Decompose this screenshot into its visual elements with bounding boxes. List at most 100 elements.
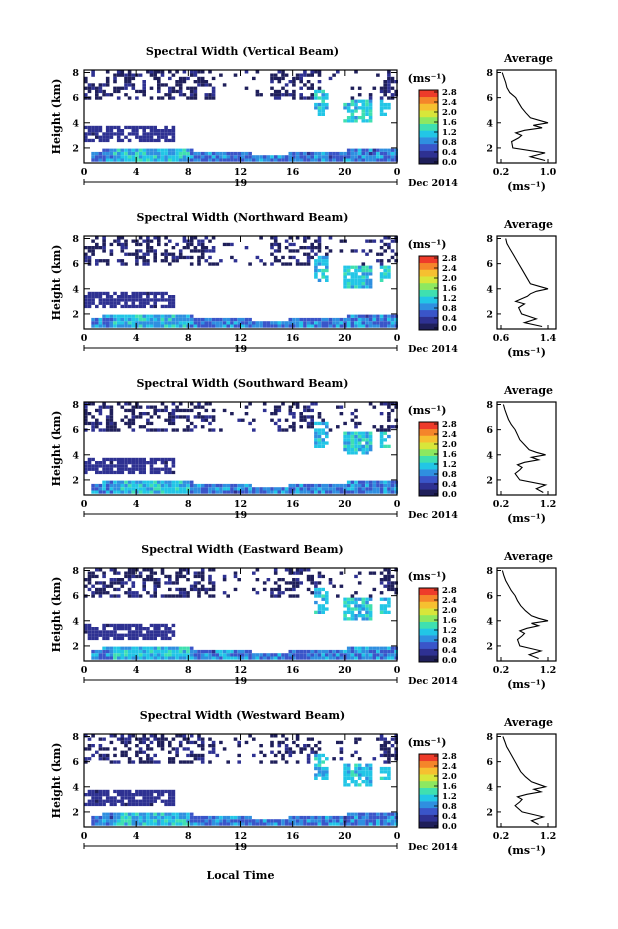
heatmap-cell — [138, 249, 143, 253]
heatmap-cell — [102, 584, 106, 588]
heatmap-cell — [321, 656, 325, 660]
x-tick-label: 20 — [338, 333, 352, 344]
colorbar-tick-label: 2.4 — [442, 762, 457, 772]
heatmap-cell — [142, 239, 146, 243]
heatmap-cell — [237, 753, 241, 758]
heatmap-cell — [197, 412, 201, 416]
heatmap-cell — [317, 653, 322, 657]
heatmap-cell — [105, 125, 110, 130]
heatmap-cell — [138, 317, 143, 322]
heatmap-cell — [383, 86, 387, 90]
heatmap-cell — [131, 412, 136, 416]
heatmap-cell — [168, 796, 172, 800]
heatmap-cell — [325, 819, 329, 823]
heatmap-cell — [98, 464, 103, 468]
heatmap-cell — [357, 99, 362, 103]
heatmap-cell — [233, 155, 238, 159]
heatmap-cell — [87, 793, 92, 797]
heatmap-cell — [186, 819, 190, 823]
heatmap-cell — [343, 815, 347, 820]
colorbar-segment — [419, 455, 438, 463]
heatmap-cell — [357, 86, 362, 90]
heatmap-cell — [277, 584, 282, 588]
heatmap-cell — [354, 278, 358, 282]
colorbar-segment — [419, 157, 438, 165]
colorbar-unit: (ms⁻¹) — [408, 238, 447, 251]
heatmap-cell — [168, 470, 172, 475]
heatmap-cell — [281, 753, 285, 758]
heatmap-cell — [200, 83, 205, 87]
heatmap-cell — [325, 102, 329, 107]
heatmap-cell — [200, 578, 205, 582]
heatmap-cell — [390, 584, 395, 588]
heatmap-cell — [98, 125, 103, 130]
heatmap-cell — [288, 236, 293, 240]
heatmap-cell — [146, 633, 150, 637]
heatmap-cell — [310, 653, 314, 657]
heatmap-cell — [211, 740, 216, 745]
heatmap-cell — [149, 802, 154, 807]
heatmap-cell — [91, 86, 95, 90]
heatmap-cell — [321, 653, 325, 657]
heatmap-cell — [135, 646, 139, 650]
heatmap-cell — [372, 317, 377, 322]
heatmap-cell — [164, 158, 168, 162]
heatmap-cell — [336, 819, 340, 823]
heatmap-cell — [368, 783, 373, 787]
heatmap-cell — [346, 148, 351, 152]
heatmap-cell — [314, 438, 318, 442]
heatmap-cell — [372, 822, 377, 826]
heatmap-cell — [200, 246, 205, 250]
heatmap-cell — [146, 757, 150, 761]
heatmap-cell — [146, 487, 150, 491]
heatmap-cell — [175, 649, 179, 654]
heatmap-cell — [95, 259, 99, 263]
heatmap-cell — [157, 317, 161, 322]
heatmap-cell — [168, 321, 172, 325]
heatmap-cell — [361, 780, 366, 784]
heatmap-cell — [160, 630, 165, 634]
heatmap-cell — [135, 490, 139, 494]
heatmap-cell — [131, 86, 136, 90]
heatmap-cell — [186, 425, 190, 429]
heatmap-cell — [124, 291, 128, 296]
heatmap-cell — [124, 633, 128, 637]
heatmap-cell — [153, 581, 157, 585]
heatmap-cell — [354, 275, 358, 279]
heatmap-cell — [95, 796, 99, 800]
heatmap-cell — [317, 656, 322, 660]
heatmap-cell — [142, 412, 146, 416]
heatmap-cell — [354, 763, 358, 767]
avg-y-tick-label: 8 — [486, 732, 493, 743]
heatmap-cell — [365, 314, 369, 318]
heatmap-cell — [317, 324, 322, 328]
heatmap-cell — [200, 649, 205, 654]
heatmap-cell — [98, 129, 103, 133]
heatmap-cell — [98, 594, 103, 598]
heatmap-cell — [368, 448, 373, 452]
heatmap-cell — [325, 246, 329, 250]
heatmap-cell — [208, 324, 212, 328]
x-tick-label: 0 — [81, 333, 88, 344]
heatmap-cell — [306, 236, 311, 240]
heatmap-cell — [273, 93, 278, 97]
heatmap-cell — [295, 734, 300, 738]
heatmap-cell — [153, 317, 157, 322]
heatmap-cell — [262, 822, 267, 826]
heatmap-cell — [182, 568, 187, 572]
heatmap-cell — [116, 815, 121, 820]
heatmap-cell — [306, 483, 311, 488]
heatmap-cell — [361, 275, 366, 279]
colorbar-segment — [419, 801, 438, 809]
heatmap-cell — [365, 109, 369, 113]
heatmap-cell — [95, 295, 99, 299]
x-tick-label: 0 — [394, 167, 401, 178]
heatmap-cell — [87, 789, 92, 794]
heatmap-cell — [346, 490, 351, 494]
heatmap-cell — [91, 125, 95, 130]
heatmap-cell — [262, 155, 267, 159]
heatmap-cell — [394, 480, 398, 484]
heatmap-cell — [328, 321, 333, 325]
heatmap-cell — [357, 597, 362, 601]
